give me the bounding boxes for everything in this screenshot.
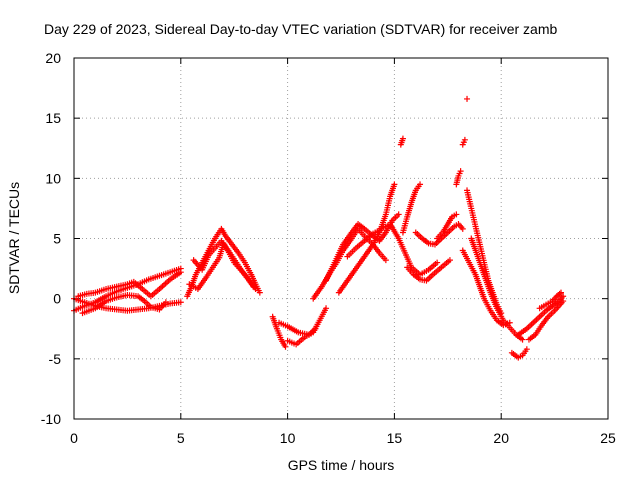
y-tick-label: 0 — [53, 291, 61, 307]
data-point-marker — [177, 299, 184, 306]
x-tick-labels: 0 5 10 15 20 25 — [70, 430, 616, 446]
data-point-marker — [395, 211, 402, 218]
x-tick-label: 0 — [70, 430, 78, 446]
data-point-marker — [558, 289, 565, 296]
data-point-marker — [256, 289, 263, 296]
data-point-marker — [162, 299, 169, 306]
y-tick-label: 20 — [45, 50, 61, 66]
data-point-marker — [457, 168, 464, 175]
data-point-marker — [250, 283, 257, 290]
data-point-marker — [391, 181, 398, 188]
x-tick-label: 10 — [280, 430, 296, 446]
x-tick-label: 25 — [600, 430, 616, 446]
data-point-marker — [434, 259, 441, 266]
data-point-marker — [177, 269, 184, 276]
y-tick-label: 10 — [45, 170, 61, 186]
data-point-marker — [417, 181, 424, 188]
x-tick-label: 15 — [387, 430, 403, 446]
grid-lines — [74, 58, 608, 419]
data-point-marker — [459, 225, 466, 232]
data-point-marker — [282, 343, 289, 350]
y-tick-label: -5 — [49, 351, 62, 367]
x-axis-label: GPS time / hours — [288, 457, 395, 473]
x-tick-label: 5 — [177, 430, 185, 446]
y-tick-label: 15 — [45, 110, 61, 126]
x-tick-label: 20 — [493, 430, 509, 446]
y-tick-label: 5 — [53, 231, 61, 247]
data-point-marker — [453, 211, 460, 218]
y-axis-label: SDTVAR / TECUs — [6, 182, 22, 294]
data-point-marker — [446, 257, 453, 264]
data-point-marker — [399, 135, 406, 142]
y-tick-labels: -10 -5 0 5 10 15 20 — [41, 50, 61, 427]
chart-title: Day 229 of 2023, Sidereal Day-to-day VTE… — [44, 21, 557, 37]
plot-frame — [73, 57, 609, 420]
data-point-marker — [519, 336, 526, 343]
data-point-marker — [382, 257, 389, 264]
data-point-marker — [461, 136, 468, 143]
data-point-marker — [464, 95, 471, 102]
y-tick-label: -10 — [41, 411, 61, 427]
data-point-marker — [560, 298, 567, 305]
data-points — [71, 95, 567, 361]
data-point-marker — [523, 346, 530, 353]
data-point-marker — [323, 305, 330, 312]
